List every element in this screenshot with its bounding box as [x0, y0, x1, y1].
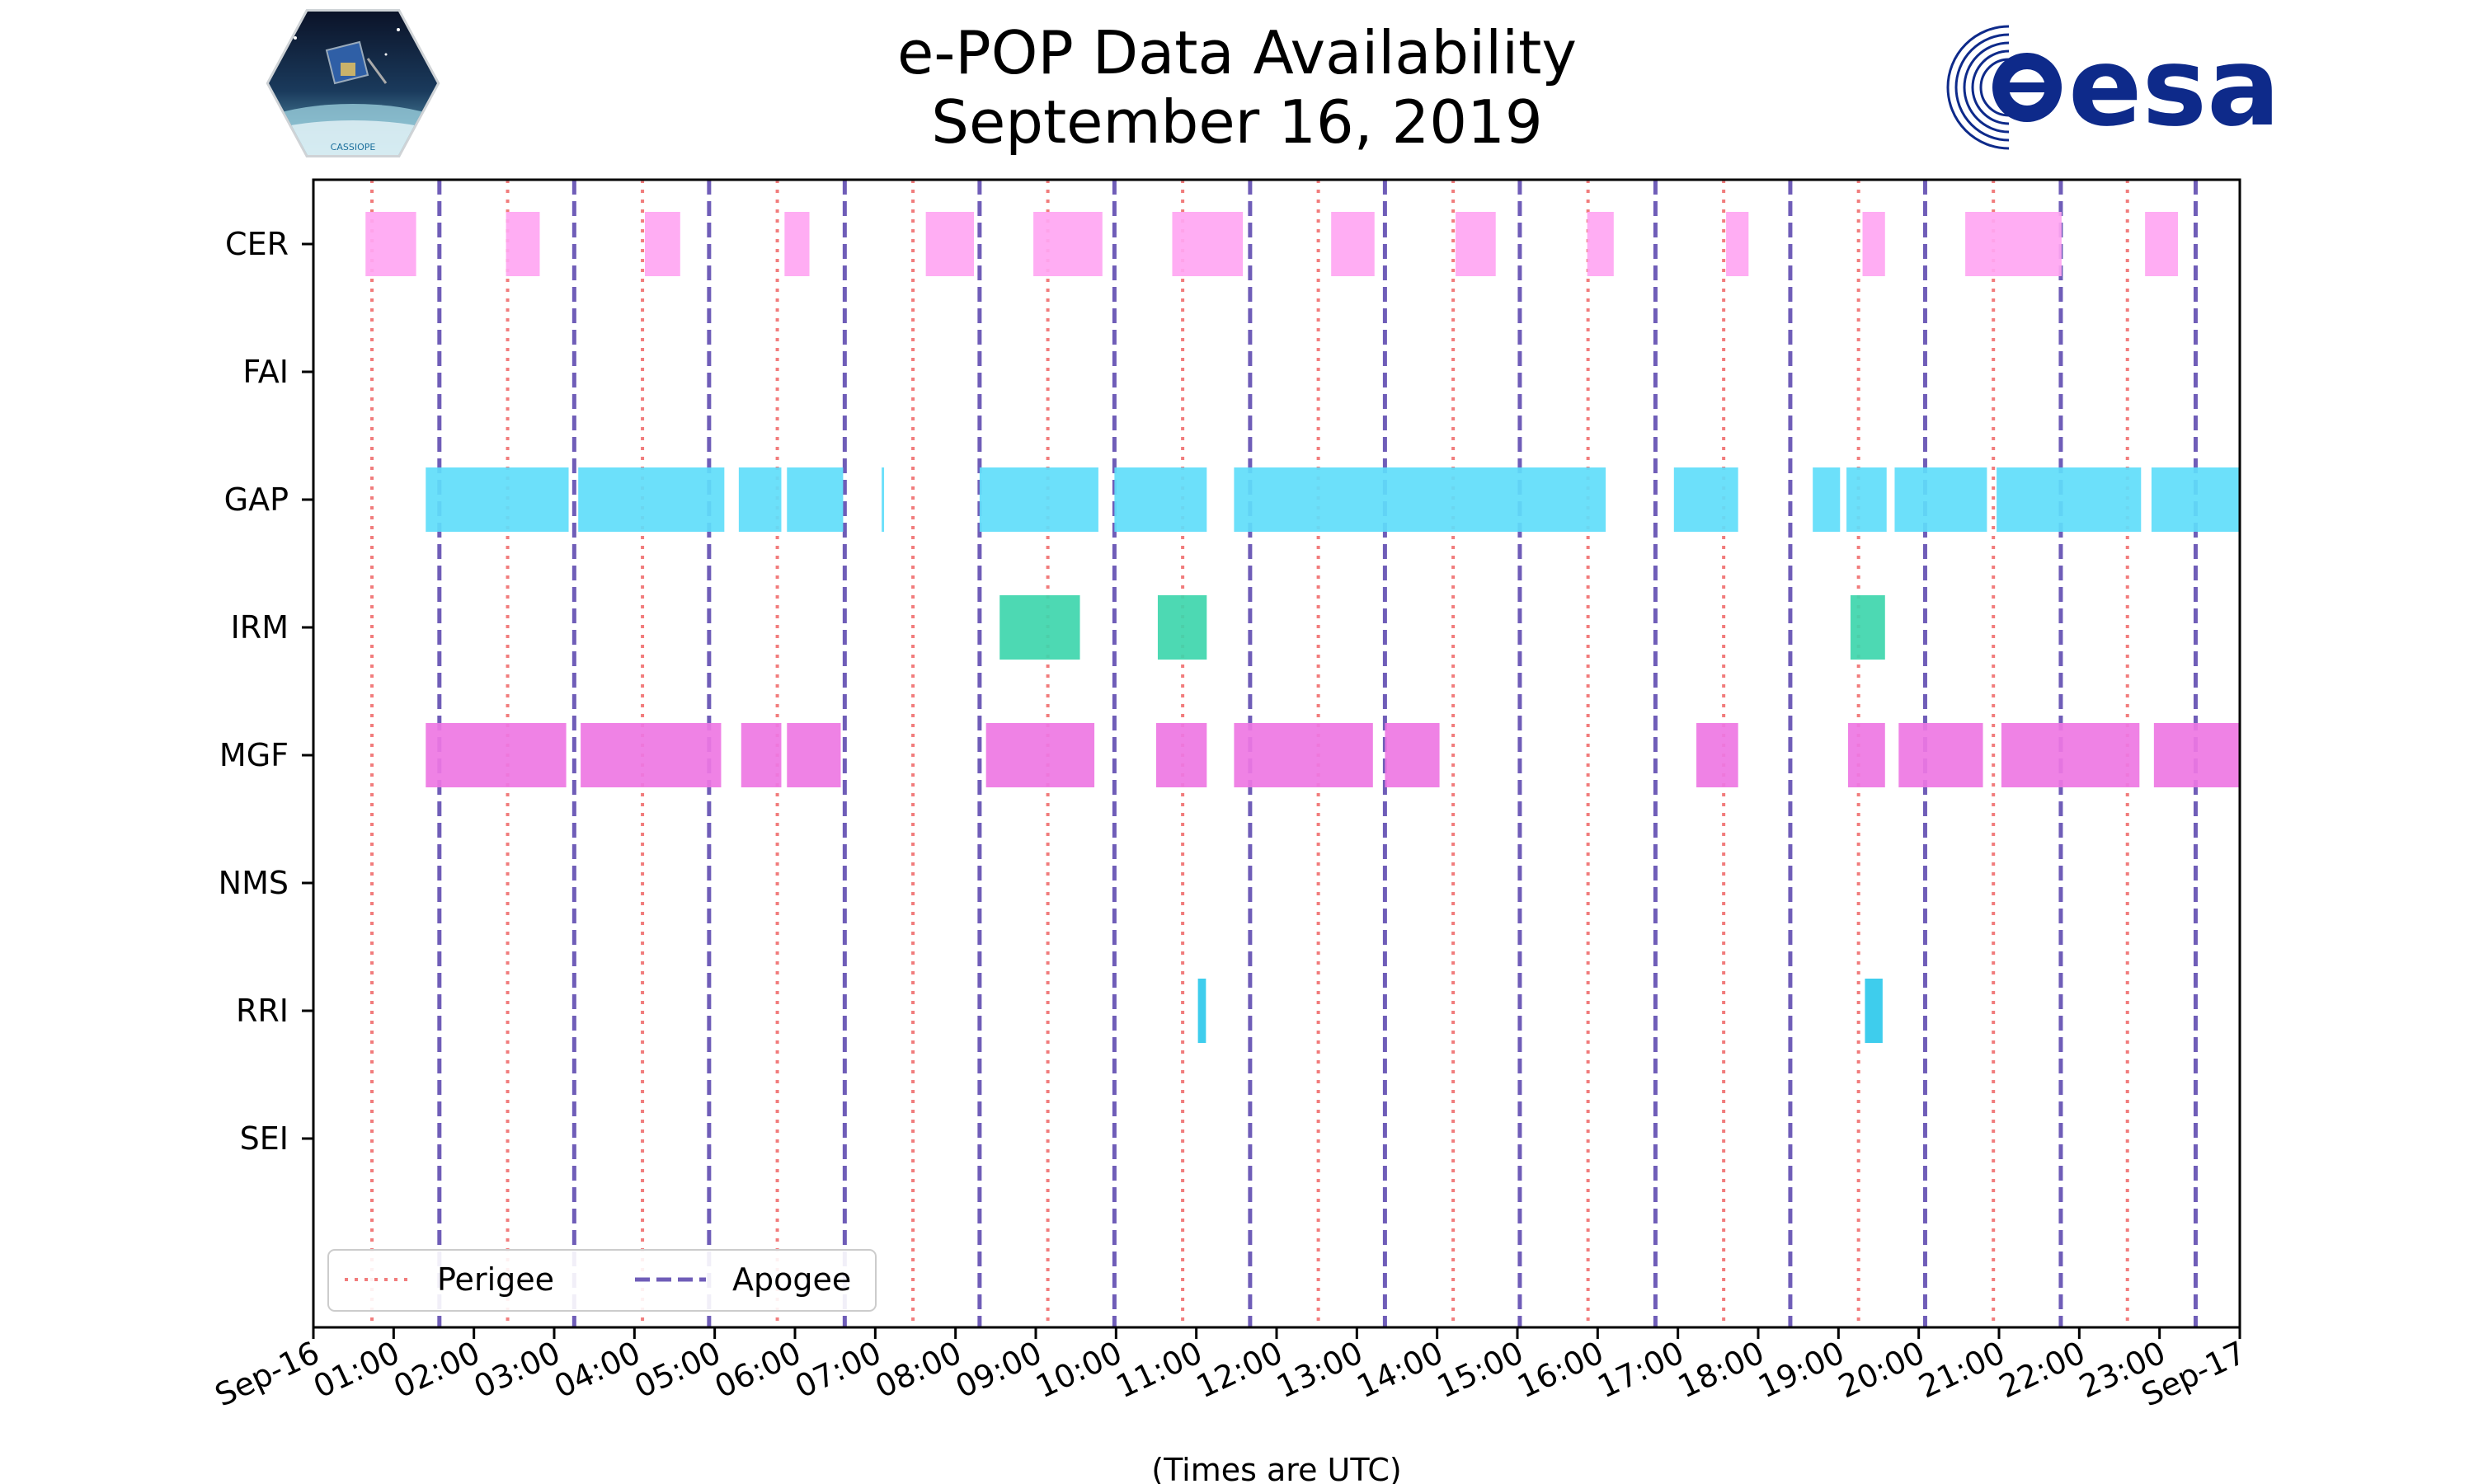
bar-gap-12	[1894, 467, 1987, 532]
bar-cer-11	[1726, 212, 1749, 276]
x-tick-label-21: 21:00	[1913, 1334, 2011, 1405]
bar-gap-6	[979, 467, 1098, 532]
bar-gap-7	[1114, 467, 1207, 532]
bar-cer-1	[365, 212, 416, 276]
bar-mgf-5	[985, 723, 1095, 787]
y-tick-label-irm: IRM	[231, 609, 289, 646]
x-tick-label-8: 08:00	[870, 1334, 967, 1405]
y-tick-label-mgf: MGF	[219, 737, 289, 773]
legend-box	[327, 1249, 877, 1312]
x-tick-label-7: 07:00	[789, 1334, 887, 1405]
bar-cer-2	[506, 212, 540, 276]
x-tick-label-19: 19:00	[1752, 1334, 1850, 1405]
x-tick-label-1: 01:00	[308, 1334, 405, 1405]
bar-irm-1	[999, 595, 1080, 660]
bar-cer-14	[2145, 212, 2179, 276]
bar-gap-3	[738, 467, 782, 532]
bar-cer-3	[644, 212, 680, 276]
bar-mgf-11	[1898, 723, 1983, 787]
x-tick-label-5: 05:00	[629, 1334, 727, 1405]
x-tick-label-10: 10:00	[1030, 1334, 1127, 1405]
bar-gap-14	[2151, 467, 2240, 532]
y-tick-label-cer: CER	[225, 226, 289, 262]
bar-mgf-12	[2001, 723, 2140, 787]
x-tick-label-18: 18:00	[1672, 1334, 1770, 1405]
bar-gap-11	[1846, 467, 1887, 532]
availability-bars	[365, 212, 2240, 1043]
x-tick-label-12: 12:00	[1191, 1334, 1288, 1405]
y-tick-label-gap: GAP	[224, 481, 289, 518]
chart-title: e-POP Data Availability September 16, 20…	[0, 18, 2474, 157]
bar-gap-2	[578, 467, 725, 532]
bar-gap-5	[882, 467, 885, 532]
bar-cer-13	[1965, 212, 2062, 276]
bar-cer-10	[1587, 212, 1614, 276]
chart-title-line1: e-POP Data Availability	[897, 18, 1577, 87]
bar-gap-8	[1234, 467, 1606, 532]
legend: Perigee Apogee	[327, 1249, 877, 1312]
bar-gap-13	[1997, 467, 2142, 532]
x-axis-label: (Times are UTC)	[1151, 1452, 1401, 1484]
apogee-lines	[437, 180, 2198, 1327]
bar-cer-7	[1172, 212, 1244, 276]
bar-gap-10	[1813, 467, 1841, 532]
cassiope-logo-text: CASSIOPE	[331, 142, 376, 153]
x-tick-label-4: 04:00	[548, 1334, 646, 1405]
bar-cer-4	[784, 212, 810, 276]
esa-logo: esa	[1946, 21, 2280, 153]
x-tick-label-6: 06:00	[709, 1334, 807, 1405]
bar-irm-3	[1850, 595, 1885, 660]
chart-title-line2: September 16, 2019	[931, 87, 1543, 157]
bar-cer-6	[1033, 212, 1103, 276]
x-tick-label-9: 09:00	[950, 1334, 1047, 1405]
bar-mgf-6	[1156, 723, 1207, 787]
bar-mgf-9	[1696, 723, 1738, 787]
legend-apogee-label: Apogee	[732, 1261, 851, 1298]
bar-mgf-7	[1234, 723, 1373, 787]
x-tick-label-3: 03:00	[468, 1334, 566, 1405]
bar-mgf-3	[741, 723, 782, 787]
x-tick-label-20: 20:00	[1833, 1334, 1931, 1405]
bar-mgf-8	[1385, 723, 1440, 787]
bar-mgf-1	[426, 723, 567, 787]
y-axis: CER FAI GAP IRM MGF NMS RRI SEI	[219, 226, 313, 1157]
satellite-icon	[325, 40, 388, 85]
bar-cer-12	[1862, 212, 1885, 276]
y-tick-label-nms: NMS	[219, 865, 289, 901]
legend-perigee-label: Perigee	[437, 1261, 554, 1298]
esa-logo-text: esa	[2068, 24, 2280, 151]
bar-mgf-4	[787, 723, 841, 787]
bar-gap-9	[1673, 467, 1738, 532]
bar-cer-5	[925, 212, 975, 276]
bar-rri-2	[1865, 979, 1883, 1043]
x-tick-label-13: 13:00	[1271, 1334, 1368, 1405]
x-tick-label-17: 17:00	[1592, 1334, 1690, 1405]
x-tick-label-15: 15:00	[1432, 1334, 1529, 1405]
bar-mgf-10	[1848, 723, 1885, 787]
x-tick-label-2: 02:00	[388, 1334, 486, 1405]
y-tick-label-sei: SEI	[240, 1120, 289, 1157]
bar-gap-4	[787, 467, 844, 532]
bar-irm-2	[1157, 595, 1207, 660]
bar-mgf-2	[581, 723, 722, 787]
x-tick-label-14: 14:00	[1352, 1334, 1449, 1405]
x-tick-label-22: 22:00	[1993, 1334, 2091, 1405]
bar-gap-1	[426, 467, 569, 532]
y-tick-label-rri: RRI	[236, 993, 289, 1029]
cassiope-logo: CASSIOPE	[266, 9, 440, 157]
bar-cer-8	[1331, 212, 1375, 276]
bar-mgf-13	[2153, 723, 2240, 787]
x-tick-label-11: 11:00	[1111, 1334, 1208, 1405]
x-tick-label-0: Sep-16	[209, 1334, 325, 1413]
y-tick-label-fai: FAI	[242, 354, 289, 390]
bar-cer-9	[1456, 212, 1496, 276]
x-axis: Sep-1601:0002:0003:0004:0005:0006:0007:0…	[209, 1327, 2251, 1414]
bar-rri-1	[1197, 979, 1206, 1043]
x-tick-label-16: 16:00	[1512, 1334, 1609, 1405]
